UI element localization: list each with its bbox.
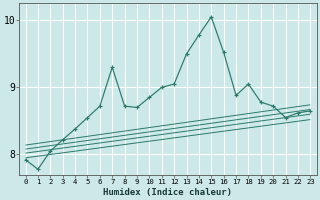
X-axis label: Humidex (Indice chaleur): Humidex (Indice chaleur) [103,188,232,197]
